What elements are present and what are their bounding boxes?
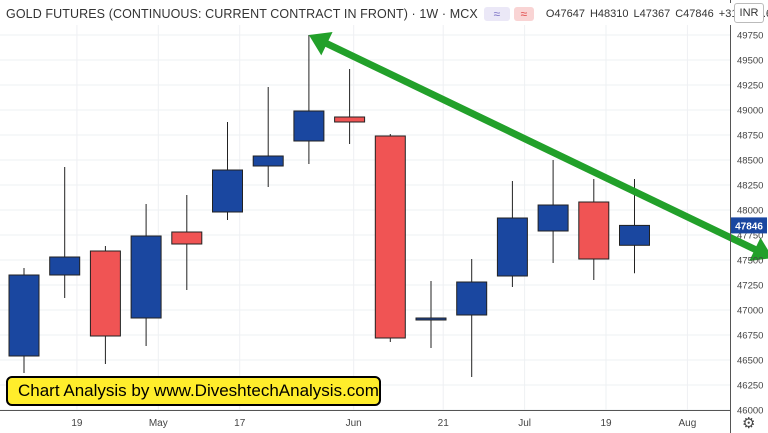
candle-body: [212, 169, 243, 213]
trendline-arrowhead-end: [749, 237, 768, 262]
candle-body: [252, 155, 284, 167]
candles-layer: [8, 35, 650, 377]
alert-badge[interactable]: ≈: [513, 7, 534, 21]
chart-header: GOLD FUTURES (CONTINUOUS: CURRENT CONTRA…: [6, 3, 768, 25]
watermark-caption: Chart Analysis by www.DiveshtechAnalysis…: [6, 376, 381, 406]
x-tick-label: May: [149, 418, 168, 429]
y-tick-label: 49250: [737, 81, 763, 92]
x-tick-label: 19: [71, 418, 83, 429]
symbol-title[interactable]: GOLD FUTURES (CONTINUOUS: CURRENT CONTRA…: [6, 7, 478, 21]
compare-badge[interactable]: ≈: [483, 7, 510, 21]
ohlc-high: H48310: [589, 8, 629, 20]
ohlc-close: C47846: [675, 8, 714, 20]
y-tick-label: 47500: [737, 256, 763, 267]
y-tick-label: 48000: [737, 206, 763, 217]
chart-grid: [0, 24, 730, 411]
candle-body: [415, 317, 447, 321]
x-tick-label: Jun: [346, 418, 362, 429]
candle-body: [89, 250, 121, 337]
current-price-tag: [731, 217, 767, 234]
candle-body: [8, 274, 40, 357]
time-axis[interactable]: 19 May 17 Jun 21 Jul 19 Aug: [0, 410, 730, 430]
y-tick-label: 48750: [737, 131, 763, 142]
candle-body: [537, 204, 569, 232]
x-tick-label: 17: [234, 418, 246, 429]
gear-icon[interactable]: ⚙: [742, 415, 756, 432]
currency-button[interactable]: INR: [734, 3, 764, 23]
x-tick-label: Jul: [518, 418, 531, 429]
y-tick-label: 48250: [737, 181, 763, 192]
trendline-layer: [308, 31, 768, 262]
x-tick-label: 19: [600, 418, 612, 429]
trendline-arrowhead-start: [308, 31, 333, 56]
y-tick-label: 48500: [737, 156, 763, 167]
y-tick-label: 46000: [737, 406, 763, 417]
candle-body: [293, 110, 325, 142]
candle-body: [456, 281, 488, 316]
candle-body: [334, 116, 366, 123]
candle-body: [171, 231, 203, 245]
y-tick-label: 47750: [737, 231, 763, 242]
candle-body: [374, 135, 406, 339]
y-tick-label: 49000: [737, 106, 763, 117]
candle-body: [578, 201, 610, 260]
y-tick-label: 46250: [737, 381, 763, 392]
ohlc-low: L47367: [633, 8, 671, 20]
y-tick-label: 47000: [737, 306, 763, 317]
candle-body: [619, 224, 650, 246]
x-tick-label: Aug: [679, 418, 697, 429]
trendline-shaft: [320, 38, 761, 255]
y-tick-label: 49500: [737, 56, 763, 67]
y-tick-label: 46750: [737, 331, 763, 342]
x-tick-label: 21: [438, 418, 450, 429]
candle-body: [130, 235, 162, 319]
y-tick-label: 46500: [737, 356, 763, 367]
candle-body: [49, 256, 81, 276]
current-price-label: 47846: [735, 221, 763, 232]
y-tick-label: 49750: [737, 31, 763, 42]
price-axis[interactable]: 46000 46250 46500 46750 47000 47250 47500 47750…: [730, 0, 768, 433]
y-tick-label: 47250: [737, 281, 763, 292]
candle-body: [496, 217, 528, 277]
ohlc-open: O47647: [545, 8, 585, 20]
